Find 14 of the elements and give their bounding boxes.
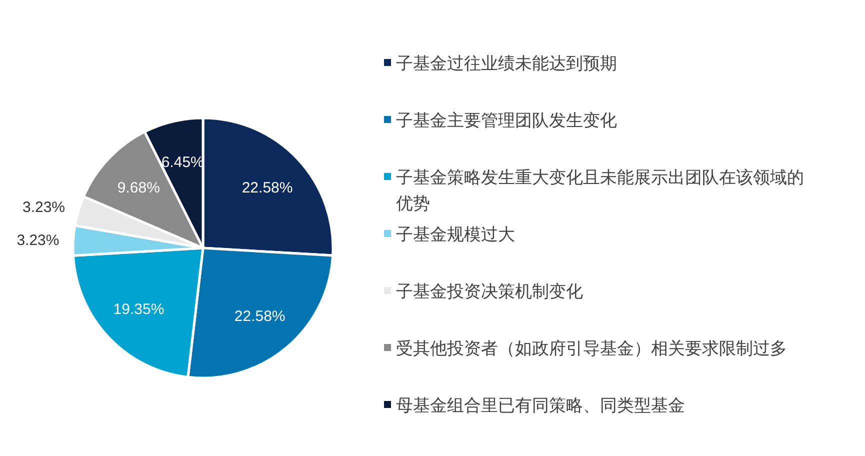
legend-label: 受其他投资者（如政府引导基金）相关要求限制过多 bbox=[396, 338, 787, 358]
data-label: 22.58% bbox=[242, 180, 293, 197]
legend-label: 子基金主要管理团队发生变化 bbox=[396, 110, 617, 130]
data-label: 9.68% bbox=[117, 180, 160, 197]
legend-label: 子基金策略发生重大变化且未能展示出团队在该领域的优势 bbox=[396, 168, 804, 213]
legend-label: 子基金过往业绩未能达到预期 bbox=[396, 54, 617, 73]
legend-label: 子基金规模过大 bbox=[396, 224, 515, 244]
data-label: 6.45% bbox=[161, 154, 204, 172]
data-label: 19.35% bbox=[113, 300, 164, 318]
data-label: 22.58% bbox=[234, 308, 286, 325]
legend-label: 子基金投资决策机制变化 bbox=[396, 282, 583, 301]
data-label: 3.23% bbox=[22, 198, 66, 216]
legend-label: 母基金组合里已有同策略、同类型基金 bbox=[396, 396, 685, 415]
data-label: 3.23% bbox=[16, 232, 60, 249]
